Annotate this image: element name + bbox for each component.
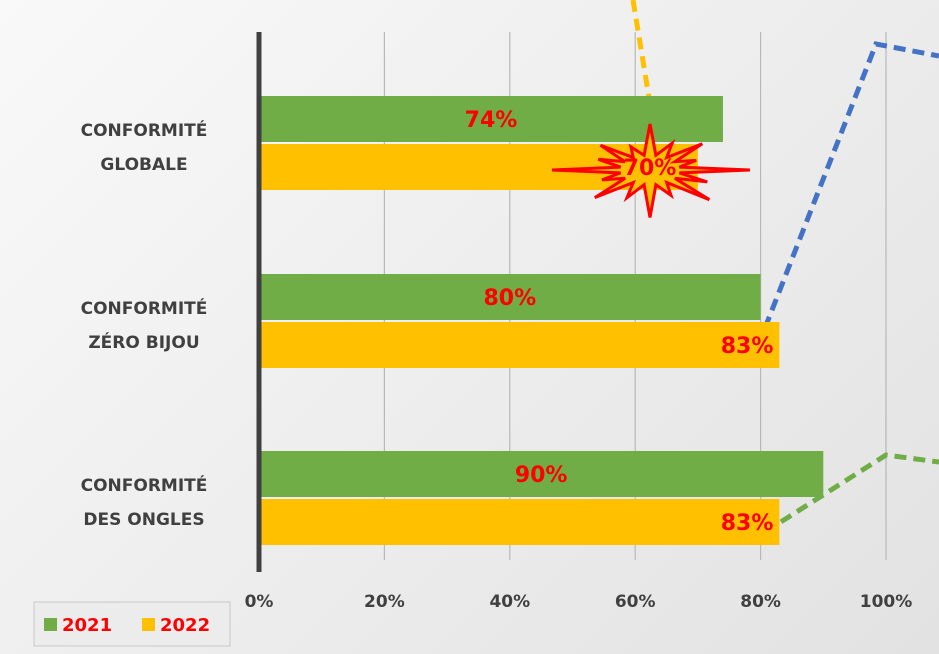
category-label: CONFORMITÉ (81, 297, 208, 319)
bar-2021 (259, 451, 824, 497)
legend-label-2021: 2021 (62, 615, 112, 636)
x-tick-label: 40% (489, 592, 530, 612)
data-label: 83% (721, 511, 774, 536)
category-label: CONFORMITÉ (81, 119, 208, 141)
x-tick-label: 100% (860, 592, 913, 612)
x-tick-label: 0% (245, 592, 274, 612)
legend-swatch-2021 (44, 618, 57, 631)
category-label: CONFORMITÉ (81, 474, 208, 496)
data-label: 83% (721, 334, 774, 359)
category-label: DES ONGLES (83, 510, 204, 530)
x-tick-label: 80% (740, 592, 781, 612)
bar-2021 (259, 274, 761, 320)
legend-swatch-2022 (142, 618, 155, 631)
data-label: 90% (515, 463, 568, 488)
bar-2021 (259, 96, 723, 142)
bar-2022 (259, 322, 780, 368)
legend-box (33, 601, 231, 647)
data-label: 74% (465, 108, 518, 133)
category-label: ZÉRO BIJOU (88, 331, 199, 353)
legend-label-2022: 2022 (160, 615, 210, 636)
data-label: 70% (624, 156, 677, 181)
x-tick-label: 20% (364, 592, 405, 612)
category-label: GLOBALE (100, 155, 187, 175)
data-label: 80% (483, 286, 536, 311)
bar-2022 (259, 499, 780, 545)
explosion-burst-shape (551, 123, 751, 218)
x-tick-label: 60% (615, 592, 656, 612)
connector-line-ongles (763, 452, 939, 535)
connector-line-zero-bijou (762, 41, 939, 329)
